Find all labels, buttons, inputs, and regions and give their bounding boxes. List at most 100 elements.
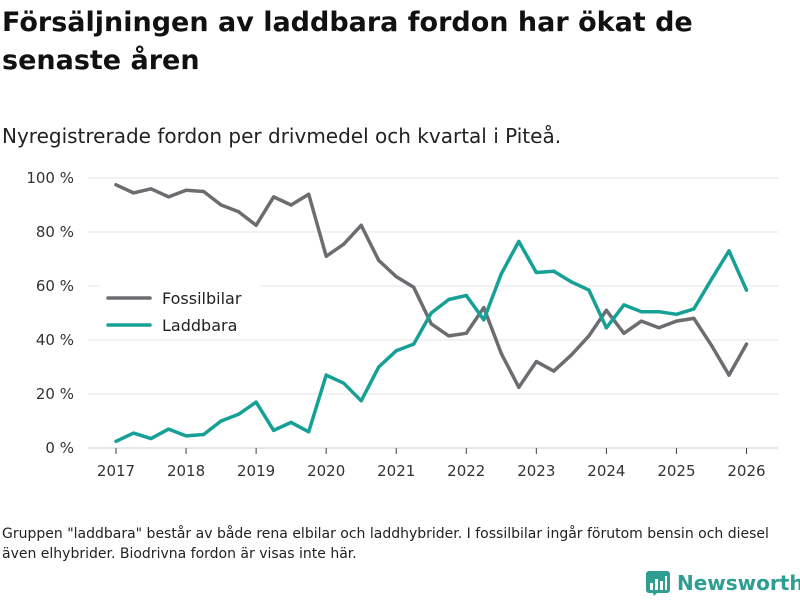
data-point — [324, 254, 328, 258]
x-tick-label: 2018 — [167, 462, 205, 480]
data-point — [289, 203, 293, 207]
y-tick-label: 40 % — [36, 331, 74, 349]
data-point — [254, 223, 258, 227]
series-points-fossilbilar — [114, 183, 749, 389]
data-point — [727, 373, 731, 377]
data-point — [254, 400, 258, 404]
data-point — [709, 343, 714, 347]
data-point — [359, 223, 363, 227]
y-tick-label: 80 % — [36, 223, 74, 241]
data-point — [429, 311, 433, 315]
data-point — [412, 285, 416, 289]
data-point — [569, 280, 573, 284]
data-point — [149, 436, 153, 441]
footnote: Gruppen "laddbara" består av både rena e… — [2, 526, 769, 562]
data-point — [166, 427, 171, 431]
data-point — [639, 319, 644, 323]
brand-logo: Newsworthy — [645, 568, 800, 598]
x-tick-label: 2022 — [447, 462, 485, 480]
data-point — [201, 189, 206, 194]
data-point — [534, 360, 538, 364]
x-tick-label: 2020 — [307, 462, 345, 480]
newsworthy-logo-icon — [646, 571, 670, 596]
data-point — [604, 308, 608, 312]
legend-label-laddbara: Laddbara — [162, 316, 237, 335]
data-point — [674, 319, 679, 323]
legend-label-fossilbilar: Fossilbilar — [162, 289, 242, 308]
data-point — [639, 310, 644, 314]
x-tick-label: 2025 — [657, 462, 695, 480]
data-point — [289, 420, 293, 424]
data-point — [517, 385, 521, 389]
data-point — [272, 428, 276, 433]
data-point — [517, 239, 521, 244]
data-point — [692, 307, 696, 311]
data-point — [219, 419, 223, 423]
x-tick-label: 2026 — [727, 462, 765, 480]
data-point — [184, 434, 188, 438]
data-point — [482, 306, 486, 310]
data-point — [307, 430, 311, 434]
y-tick-label: 100 % — [26, 169, 74, 187]
data-point — [342, 242, 346, 246]
data-point — [359, 399, 363, 403]
data-point — [114, 183, 118, 187]
data-point — [657, 326, 661, 330]
data-point — [744, 288, 749, 292]
x-tick-label: 2019 — [237, 462, 275, 480]
data-point — [447, 297, 451, 302]
series-lines — [114, 183, 749, 444]
y-tick-label: 0 % — [45, 439, 74, 457]
data-point — [131, 191, 136, 195]
data-point — [604, 326, 608, 330]
legend: Fossilbilar Laddbara — [100, 280, 260, 338]
y-tick-label: 20 % — [36, 385, 74, 403]
chart-title: Försäljningen av laddbara fordon har öka… — [2, 7, 693, 76]
data-point — [447, 334, 451, 338]
data-point — [201, 432, 206, 437]
legend-background — [100, 280, 260, 338]
axes: 0 % 20 % 40 % 60 % 80 % 100 % 2017 2018 2019 2020… — [26, 169, 765, 480]
data-point — [464, 331, 468, 335]
data-point — [569, 353, 573, 357]
data-point — [272, 195, 276, 199]
data-point — [184, 188, 188, 192]
data-point — [552, 269, 556, 273]
x-tick-label: 2024 — [587, 462, 625, 480]
data-point — [692, 316, 696, 320]
data-point — [114, 439, 118, 443]
data-point — [482, 318, 486, 322]
x-tick-label: 2023 — [517, 462, 555, 480]
data-point — [622, 303, 626, 307]
data-point — [324, 373, 328, 377]
data-point — [342, 381, 346, 385]
line-chart: 0 % 20 % 40 % 60 % 80 % 100 % 2017 2018 2019 2020… — [26, 169, 778, 480]
data-point — [587, 334, 591, 338]
data-point — [131, 431, 136, 435]
data-point — [534, 270, 538, 275]
x-tick-label: 2021 — [377, 462, 415, 480]
data-point — [377, 365, 381, 369]
data-point — [727, 249, 731, 253]
series-line-laddbara — [114, 239, 749, 444]
data-point — [587, 288, 591, 292]
data-point — [412, 342, 416, 346]
data-point — [377, 258, 381, 262]
data-point — [237, 412, 241, 416]
y-tick-label: 60 % — [36, 277, 74, 295]
data-point — [709, 277, 714, 281]
data-point — [464, 293, 468, 298]
data-point — [394, 349, 398, 353]
data-point — [429, 322, 433, 326]
data-point — [499, 351, 503, 356]
x-tick-label: 2017 — [97, 462, 135, 480]
data-point — [744, 342, 749, 346]
data-point — [674, 312, 679, 316]
data-point — [149, 187, 153, 191]
data-point — [499, 272, 503, 276]
chart-subtitle: Nyregistrerade fordon per drivmedel och … — [2, 124, 562, 148]
data-point — [394, 274, 398, 279]
data-point — [237, 210, 241, 214]
data-point — [307, 192, 311, 196]
data-point — [219, 203, 223, 207]
